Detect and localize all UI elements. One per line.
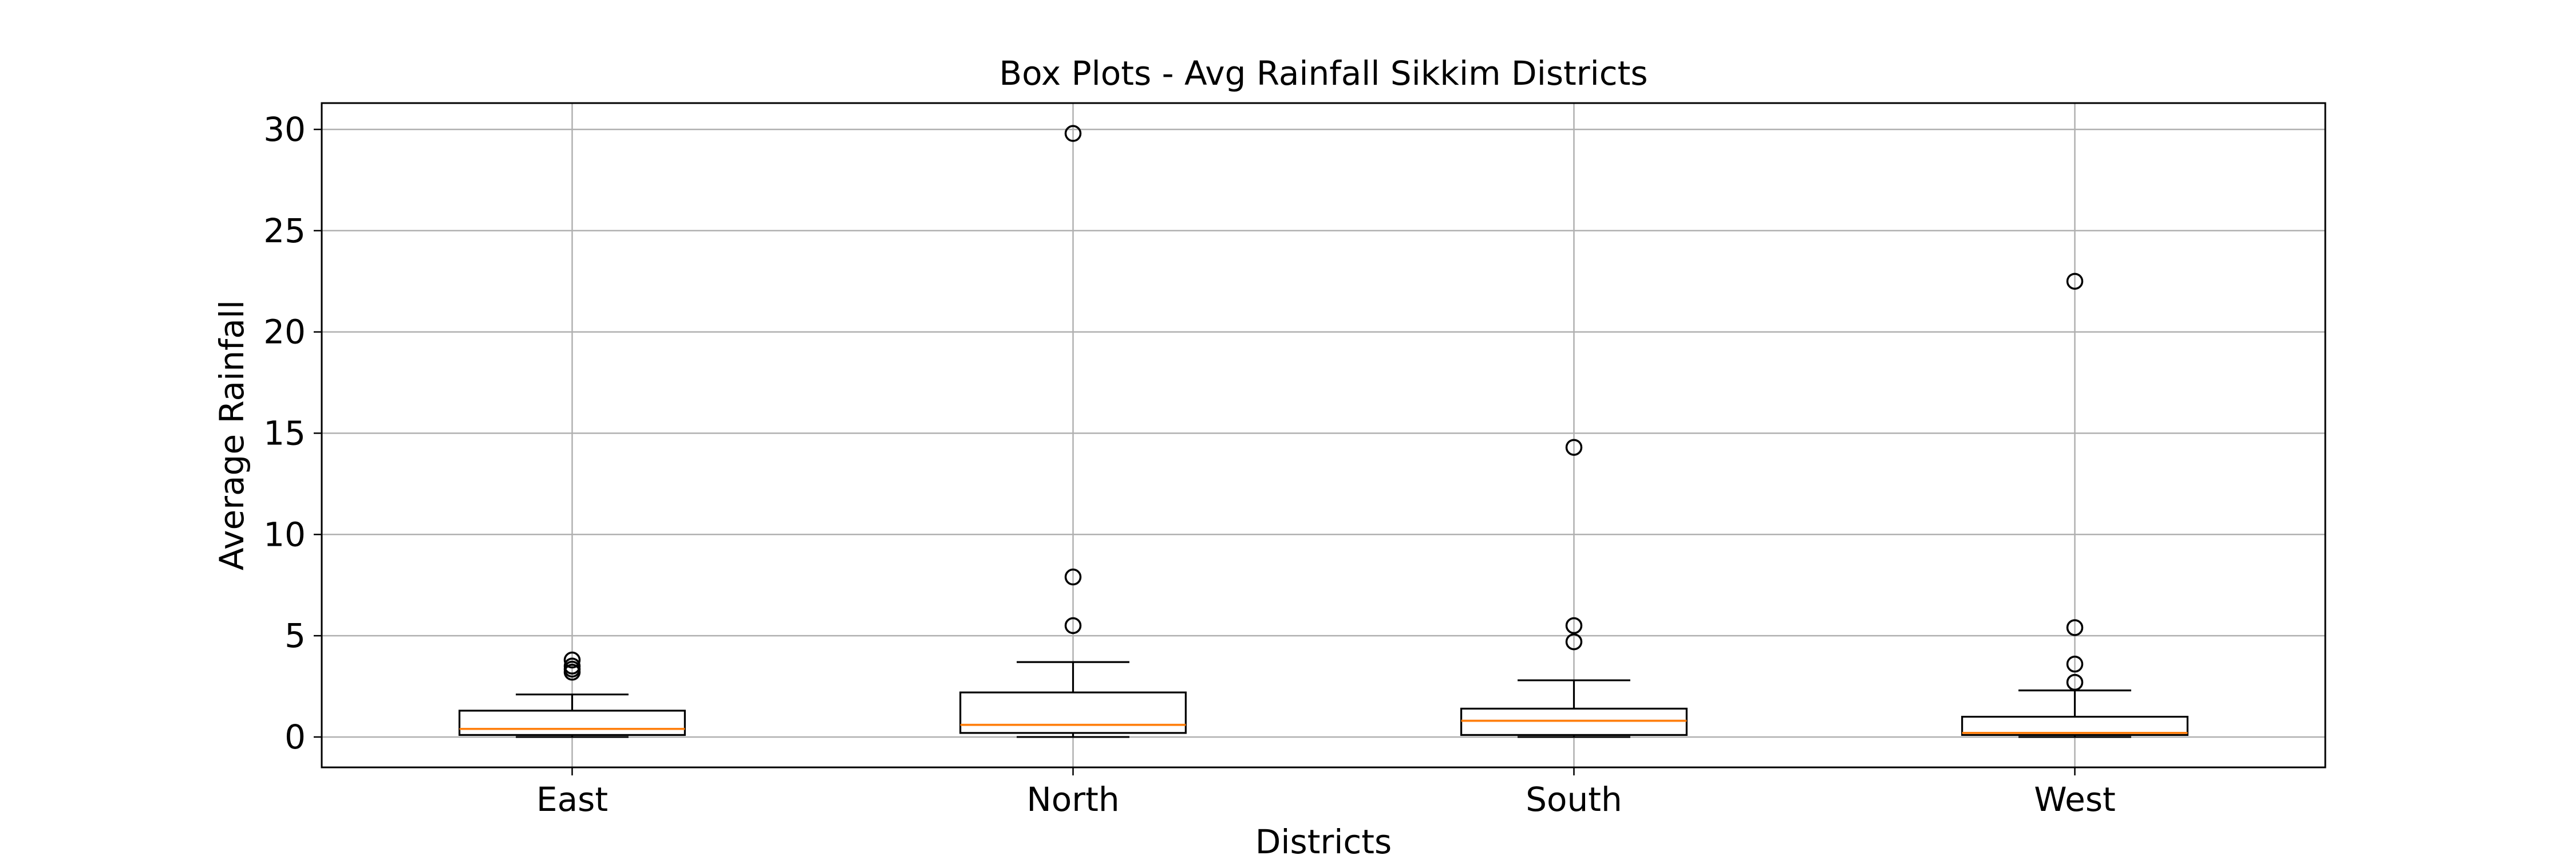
outlier-point xyxy=(1565,633,1583,651)
y-tick-label: 15 xyxy=(263,413,306,452)
box-west xyxy=(1961,273,2188,738)
box-south xyxy=(1460,439,1688,738)
outlier-point xyxy=(1565,617,1583,635)
outlier-point xyxy=(563,657,581,675)
y-tick-label: 5 xyxy=(285,616,306,655)
y-tick-label: 25 xyxy=(263,211,306,250)
outlier-point xyxy=(2066,673,2084,691)
outlier-point xyxy=(2066,619,2084,636)
x-axis-ticks: East North South West xyxy=(536,767,2116,819)
iqr-box xyxy=(459,710,686,736)
box-series xyxy=(459,125,2188,738)
x-axis-label: Districts xyxy=(1255,822,1392,859)
x-tick-label: North xyxy=(1026,780,1119,819)
y-axis-label: Average Rainfall xyxy=(212,300,251,570)
y-axis-ticks: 0 5 10 15 20 25 30 xyxy=(263,110,322,756)
outlier-point xyxy=(2066,273,2084,290)
y-tick-label: 10 xyxy=(263,515,306,554)
x-tick-label: West xyxy=(2034,780,2116,819)
iqr-box xyxy=(959,691,1187,734)
outlier-point xyxy=(1064,568,1082,586)
outlier-point xyxy=(1064,125,1082,142)
chart-title: Box Plots - Avg Rainfall Sikkim District… xyxy=(999,54,1647,93)
outlier-point xyxy=(2066,655,2084,673)
outlier-point xyxy=(1064,617,1082,635)
outlier-point xyxy=(563,651,581,669)
outlier-point xyxy=(1565,439,1583,456)
box-east xyxy=(459,651,686,738)
y-tick-label: 30 xyxy=(263,110,306,149)
y-tick-label: 0 xyxy=(285,718,306,756)
plot-frame xyxy=(321,102,2326,769)
y-tick-label: 20 xyxy=(263,313,306,352)
box-north xyxy=(959,125,1187,738)
x-tick-label: South xyxy=(1526,780,1622,819)
x-tick-label: East xyxy=(536,780,608,819)
